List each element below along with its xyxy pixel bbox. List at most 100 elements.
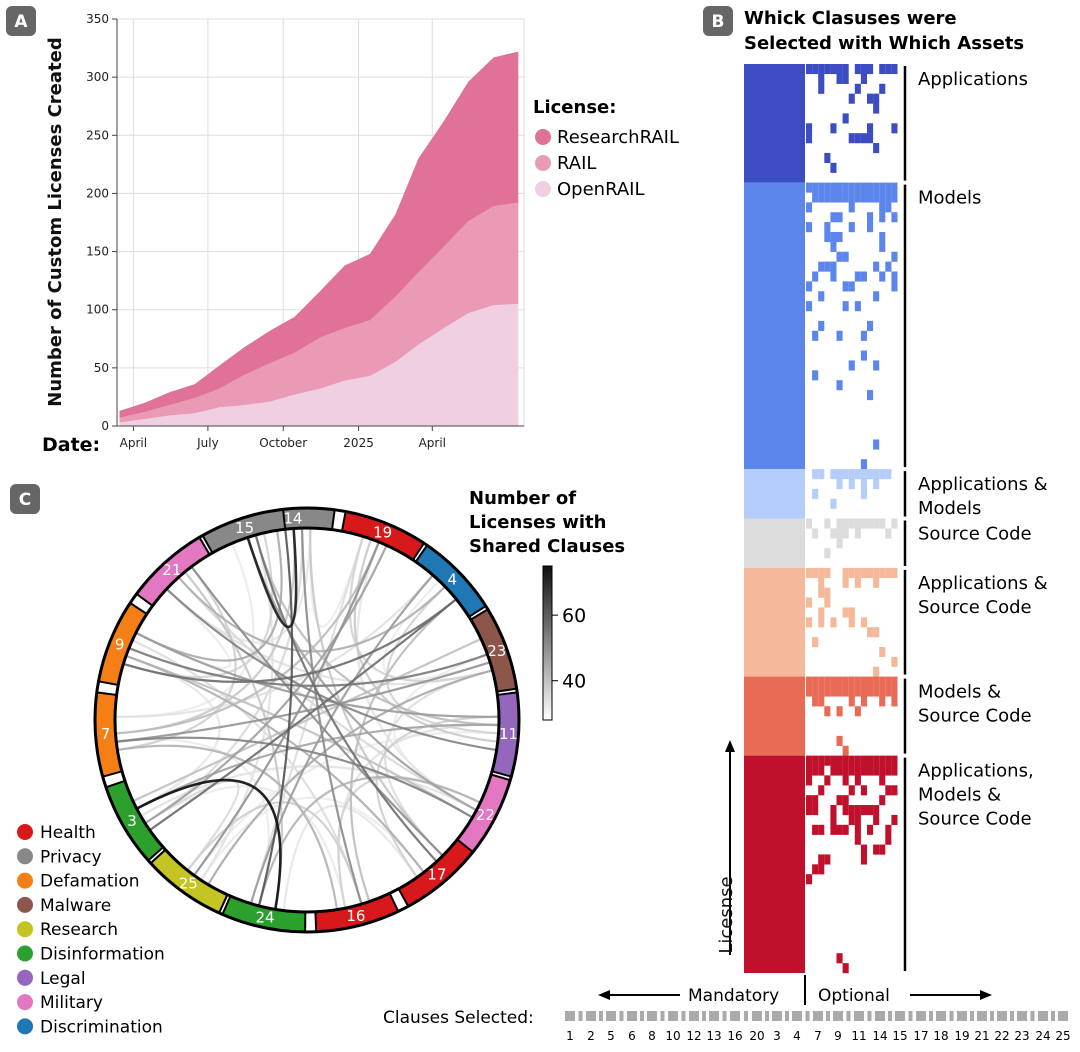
ring-outer-border [93,506,521,934]
category-label: Malware [40,896,111,916]
optional-clause-cell [891,182,898,193]
category-swatch [17,848,33,865]
optional-clause-cell [873,844,880,855]
optional-clause-cell [854,706,861,717]
optional-clause-cell [885,567,892,578]
optional-clause-cell [848,607,855,618]
optional-clause-cell [836,953,843,964]
legend-swatch [535,181,551,197]
optional-clause-cell [836,192,843,203]
optional-clause-cell [879,241,886,252]
optional-clause-cell [867,805,874,816]
optional-clause-cell [854,528,861,539]
optional-clause-cell [824,587,831,598]
colorbar-title-line1: Number of [469,488,576,509]
optional-clause-cell [818,320,825,331]
optional-clause-cell [812,64,819,75]
optional-clause-cell [824,231,831,243]
optional-clause-cell [873,518,880,529]
optional-clause-cell [848,182,855,193]
optional-clause-cell [836,182,843,193]
optional-clause-cell [867,133,874,144]
segment-label: 3 [127,812,137,830]
optional-clause-cell [854,765,861,776]
optional-clause-cell [854,567,861,578]
legend-label: OpenRAIL [557,179,645,200]
optional-clause-cell [879,518,886,529]
clause-marker [647,1011,657,1021]
x-tick-label: July [196,436,219,450]
optional-clause-cell [879,844,886,855]
optional-clause-cell [830,212,837,223]
optional-clause-cell [812,824,819,835]
category-label: Legal [40,969,86,989]
optional-clause-cell [806,874,813,885]
clause-marker-spacer [929,1011,933,1021]
optional-clause-cell [891,755,898,766]
optional-clause-cell [867,93,874,104]
optional-clause-cell [830,182,837,193]
optional-clause-cell [873,814,880,825]
optional-clause-cell [885,64,892,75]
chord-link [117,736,473,818]
optional-clause-cell [836,231,843,243]
optional-clause-cell [854,686,861,697]
chord-link [254,535,437,862]
optional-clause-cell [842,301,849,312]
panel-c-badge-text: C [19,490,31,510]
optional-clause-cell [848,192,855,203]
optional-clause-cell [854,824,861,835]
clause-marker-spacer [702,1011,706,1021]
optional-clause-cell [891,567,898,578]
clause-number: 11 [851,1029,866,1043]
clause-marker [833,1011,843,1021]
optional-clause-cell [867,390,874,401]
mandatory-label: Mandatory [688,986,779,1006]
optional-clause-cell [818,765,825,776]
clause-marker [752,1011,762,1021]
optional-clause-cell [867,686,874,697]
optional-clause-cell [867,222,874,233]
chord-link [149,598,457,831]
mandatory-block [744,676,805,756]
optional-clause-cell [824,755,831,766]
optional-label: Optional [818,986,890,1006]
optional-clause-cell [885,469,892,480]
optional-clause-cell [854,301,861,312]
optional-clause-cell [860,133,867,144]
optional-clause-cell [873,182,880,193]
optional-clause-cell [879,696,886,707]
optional-clause-cell [818,587,825,598]
optional-clause-cell [885,755,892,766]
optional-clause-cell [860,567,867,578]
optional-clause-cell [860,696,867,707]
optional-clause-cell [848,676,855,687]
optional-clause-cell [830,271,837,282]
clause-number: 25 [1055,1029,1070,1043]
optional-clause-cell [806,64,813,75]
optional-clause-cell [824,261,831,272]
row-group-label: Applications, [918,761,1034,782]
optional-clause-cell [806,222,813,233]
optional-clause-cell [879,231,886,243]
optional-clause-cell [806,301,813,312]
x-tick-label: April [120,436,147,450]
optional-clause-cell [818,755,825,766]
colorbar-title-line3: Shared Clauses [469,536,625,557]
row-group-label: Models [918,498,981,519]
clause-number: 8 [648,1029,656,1043]
optional-clause-cell [818,854,825,865]
optional-clause-cell [867,469,874,480]
optional-clause-cell [824,152,831,164]
optional-clause-cell [836,251,843,262]
optional-clause-cell [824,222,831,233]
optional-clause-cell [860,64,867,75]
optional-clause-cell [891,192,898,203]
panel-a-badge: A [6,6,36,36]
chord-link [349,598,457,901]
clause-marker-spacer [908,1011,913,1021]
segment-label: 19 [373,524,392,542]
optional-clause-cell [848,814,855,825]
mandatory-arrowhead [598,990,610,1000]
